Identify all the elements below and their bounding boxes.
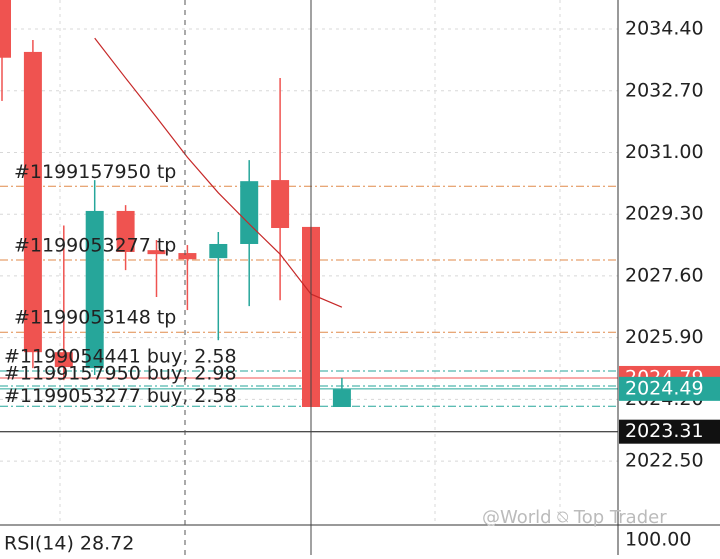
indicator-level-label: 100.00 bbox=[625, 529, 691, 551]
candle-body bbox=[147, 250, 166, 255]
candle-body bbox=[178, 253, 197, 260]
y-tick-label: 2034.40 bbox=[625, 18, 704, 40]
crosshair-box bbox=[619, 419, 720, 444]
buy-label: #1199054441 buy, 2.58 bbox=[4, 346, 237, 368]
tp-label: #1199157950 tp bbox=[14, 161, 176, 183]
candle-body bbox=[271, 180, 290, 229]
tp-label: #1199053277 tp bbox=[14, 234, 176, 256]
y-tick-label: 2022.50 bbox=[625, 450, 704, 472]
candle-body bbox=[240, 181, 259, 244]
y-tick-label: 2029.30 bbox=[625, 203, 704, 225]
buy-label: #1199053277 buy, 2.58 bbox=[4, 385, 237, 407]
candle-body bbox=[332, 389, 351, 408]
candle-body bbox=[23, 51, 42, 353]
candle-body bbox=[85, 210, 104, 369]
crosshair-label: 2023.31 bbox=[625, 420, 704, 442]
ask-box bbox=[619, 376, 720, 401]
y-tick-label: 2025.90 bbox=[625, 326, 704, 348]
indicator-label: RSI(14) 28.72 bbox=[4, 533, 134, 555]
y-tick-label: 2031.00 bbox=[625, 141, 704, 163]
y-tick-label: 2027.60 bbox=[625, 264, 704, 286]
buy-label: #1199157950 buy, 2.98 bbox=[4, 362, 237, 384]
candle-body bbox=[209, 243, 228, 259]
candle-body bbox=[54, 352, 73, 368]
watermark: @World ⍉ Top Trader bbox=[482, 507, 667, 528]
candle-body bbox=[0, 0, 11, 58]
moving-average bbox=[94, 37, 343, 308]
candle-body bbox=[116, 210, 135, 252]
ask-label: 2024.49 bbox=[625, 377, 704, 399]
y-tick-label: 2032.70 bbox=[625, 79, 704, 101]
tp-label: #1199053148 tp bbox=[14, 307, 176, 329]
